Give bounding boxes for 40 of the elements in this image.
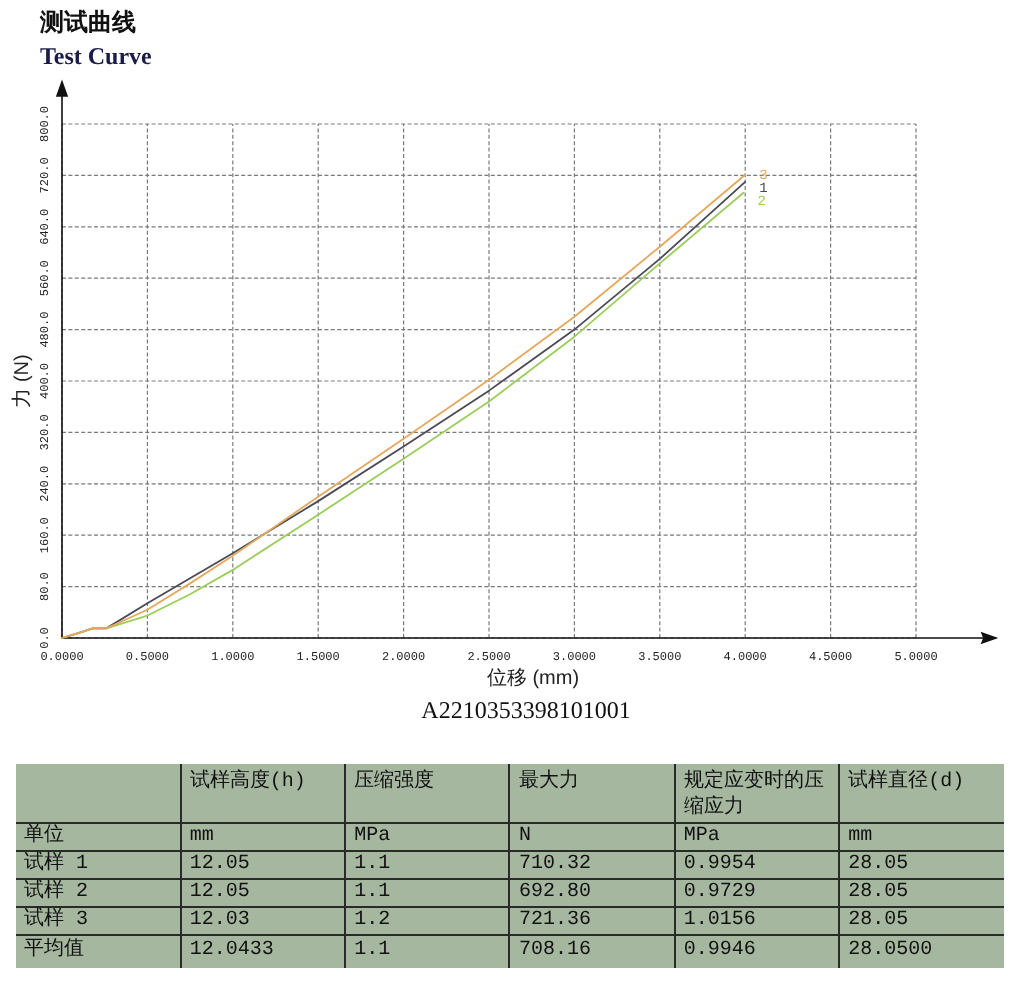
text: mm bbox=[848, 826, 873, 848]
category-label: 试样高度(h) bbox=[180, 764, 346, 823]
x-axis-title: 位移 (mm) bbox=[486, 666, 580, 690]
text: 12.05 bbox=[189, 854, 250, 876]
category-label: 压缩强度 bbox=[345, 764, 510, 823]
category-label: 试样 2 bbox=[24, 882, 89, 904]
y-axis-title: 力 (N) bbox=[10, 354, 34, 408]
category-label: 试样直径(d) bbox=[839, 764, 1004, 823]
text: 28.05 bbox=[848, 854, 909, 876]
text: 1.1 bbox=[354, 940, 391, 963]
category-label: 最大力 bbox=[509, 764, 675, 823]
text: 721.36 bbox=[518, 910, 591, 932]
text: 1.1 bbox=[354, 882, 391, 904]
category-label: 规定应变时的压缩应力 bbox=[674, 764, 840, 823]
text: A2210353398101001 bbox=[421, 696, 631, 724]
chart-subtitle: Test Curve bbox=[40, 42, 154, 70]
text: 0.9946 bbox=[683, 940, 756, 963]
category-label: 单位 bbox=[24, 826, 64, 848]
text: N bbox=[518, 826, 531, 848]
text: MPa bbox=[354, 826, 391, 848]
text: 1.0156 bbox=[683, 910, 756, 932]
text: 12.0433 bbox=[189, 940, 274, 963]
chart-title: 测试曲线 bbox=[38, 8, 136, 36]
category-label: 平均值 bbox=[24, 940, 84, 963]
text: MPa bbox=[683, 826, 720, 848]
text: 28.05 bbox=[848, 882, 909, 904]
text: 0.9954 bbox=[683, 854, 756, 876]
text: 12.05 bbox=[189, 882, 250, 904]
text: mm bbox=[189, 826, 214, 848]
text: 710.32 bbox=[518, 854, 591, 876]
text: 28.05 bbox=[848, 910, 909, 932]
text: 692.80 bbox=[518, 882, 591, 904]
text: 708.16 bbox=[518, 940, 591, 963]
category-label: 试样 1 bbox=[24, 854, 89, 876]
text: 0.9729 bbox=[683, 882, 756, 904]
text: 28.0500 bbox=[848, 940, 933, 963]
text: 1.2 bbox=[354, 910, 391, 932]
text: 1.1 bbox=[354, 854, 391, 876]
category-label: 试样 3 bbox=[24, 910, 89, 932]
text: 12.03 bbox=[189, 910, 250, 932]
